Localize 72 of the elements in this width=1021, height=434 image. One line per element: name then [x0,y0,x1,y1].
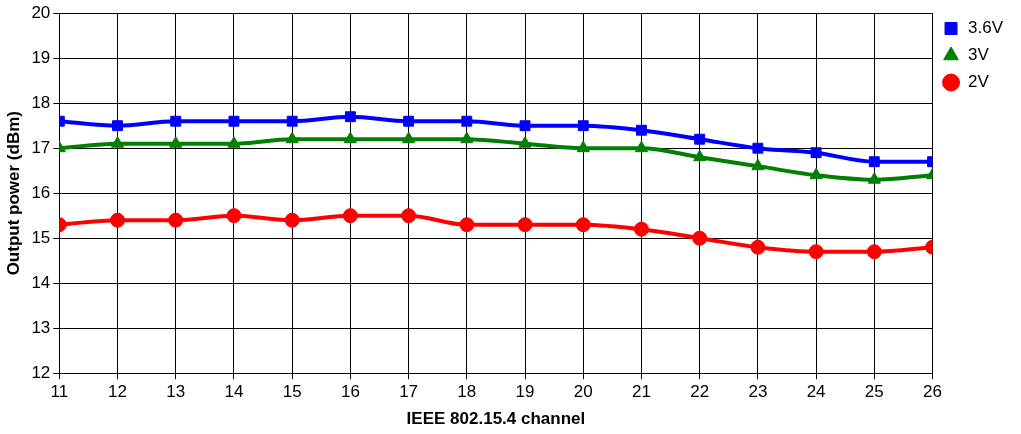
x-tick-label: 14 [224,382,244,402]
point [226,208,242,224]
point [169,136,183,148]
point [577,120,589,132]
y-tick-label: 16 [31,182,51,202]
x-tick-label: 11 [50,382,69,402]
y-tick-label: 13 [31,317,51,337]
point [634,140,649,153]
point [403,115,415,127]
y-tick-label: 17 [31,137,51,157]
point [868,156,880,168]
point [285,131,299,144]
point [866,244,882,260]
point [110,212,126,228]
point [575,217,591,233]
point [751,158,765,171]
legend-label: 3V [968,45,990,65]
y-tick-label: 15 [31,227,51,247]
x-tick-label: 20 [573,382,593,402]
x-tick-label: 12 [108,382,127,402]
x-tick-label: 15 [282,382,302,402]
point [344,111,356,123]
point [809,167,823,180]
point [693,149,707,162]
point [286,115,298,127]
point [752,142,764,154]
point [459,217,475,233]
legend-label: 3.6V [968,18,1004,38]
y-tick-label: 18 [31,92,51,112]
point [227,136,241,148]
point [636,124,647,136]
x-tick-label: 17 [399,382,419,402]
point [867,172,881,184]
y-tick-label: 20 [31,2,51,22]
x-tick-label: 18 [457,382,477,402]
x-tick-label: 25 [864,382,884,402]
point [750,239,766,255]
point [402,131,416,144]
x-tick-label: 13 [166,382,186,402]
y-tick-label: 12 [31,362,51,382]
point [343,131,357,144]
point [518,136,532,148]
point [228,115,240,127]
x-axis-title: IEEE 802.15.4 channel [406,409,586,429]
x-tick-label: 24 [806,382,826,402]
point [519,120,531,132]
point [460,131,474,144]
point [168,212,184,228]
point [342,208,358,224]
point [401,208,417,224]
point [692,230,708,246]
point [517,217,533,233]
point [808,244,824,260]
legend-label: 2V [968,72,990,92]
point [284,212,300,228]
point [576,140,590,153]
point [170,115,182,127]
point [633,221,649,237]
y-axis-title: Output power (dBm) [3,111,23,276]
x-tick-label: 26 [923,382,942,402]
x-tick-label: 23 [748,382,768,402]
x-tick-label: 22 [690,382,710,402]
point [810,147,822,159]
x-tick-label: 21 [631,382,651,402]
x-tick-label: 16 [340,382,360,402]
y-tick-label: 19 [31,47,51,67]
x-tick-label: 19 [515,382,535,402]
point [110,136,125,148]
y-tick-label: 14 [31,272,51,292]
point [461,115,473,127]
point [694,133,706,145]
point [112,120,123,132]
